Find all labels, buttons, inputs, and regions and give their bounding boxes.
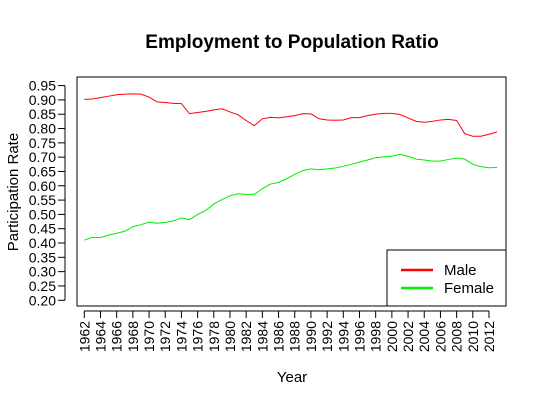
x-tick-label: 1992 [319,321,335,352]
x-tick-label: 1988 [287,321,303,352]
series-line-female [84,153,498,241]
x-tick-label: 1984 [254,321,270,352]
x-axis: 1962 1964 1966 1968 1970 1972 1974 1976 1978 1980… [76,310,497,352]
y-tick-label: 0.50 [29,206,56,222]
y-tick-label: 0.90 [29,92,56,108]
x-tick-label: 1970 [141,321,157,352]
x-tick-label: 1994 [335,321,351,352]
x-tick-label: 2008 [449,321,465,352]
x-tick-label: 1978 [206,321,222,352]
y-axis-label: Participation Rate [5,133,22,251]
legend-label-male: Male [444,262,477,279]
y-tick-label: 0.25 [29,278,56,294]
y-tick-label: 0.70 [29,149,56,165]
series-line-male [84,93,498,137]
x-tick-label: 1986 [271,321,287,352]
x-tick-label: 2000 [384,321,400,352]
y-tick-label: 0.55 [29,192,56,208]
legend-box [386,249,507,307]
y-tick-label: 0.75 [29,135,56,151]
x-tick-label: 2004 [416,321,432,352]
y-tick-label: 0.80 [29,121,56,137]
x-tick-label: 1968 [125,321,141,352]
y-tick-label: 0.65 [29,163,56,179]
x-axis-label: Year [277,369,307,386]
y-tick-label: 0.30 [29,264,56,280]
x-tick-label: 1972 [157,321,173,352]
x-tick-label: 2012 [481,321,497,352]
x-tick-label: 1996 [351,321,367,352]
x-tick-label: 2002 [400,321,416,352]
x-tick-label: 1982 [238,321,254,352]
y-tick-label: 0.20 [29,292,56,308]
legend: Male Female [386,249,507,307]
y-tick-label: 0.40 [29,235,56,251]
series-layer [84,93,498,241]
chart-title: Employment to Population Ratio [145,32,438,53]
x-tick-label: 2006 [432,321,448,352]
x-tick-label: 1976 [190,321,206,352]
x-tick-label: 1974 [173,321,189,352]
x-tick-label: 1990 [303,321,319,352]
y-tick-label: 0.45 [29,221,56,237]
y-axis: 0.200.250.300.350.400.450.500.550.600.65… [29,78,66,308]
y-tick-label: 0.60 [29,178,56,194]
y-tick-label: 0.35 [29,249,56,265]
x-tick-label: 1966 [109,321,125,352]
x-tick-label: 2010 [465,321,481,352]
x-tick-label: 1962 [76,321,92,352]
plot-frame [76,76,507,307]
x-tick-label: 1964 [92,321,108,352]
y-tick-label: 0.95 [29,78,56,94]
x-tick-label: 1980 [222,321,238,352]
y-tick-label: 0.85 [29,106,56,122]
legend-label-female: Female [444,280,494,297]
x-tick-label: 1998 [368,321,384,352]
